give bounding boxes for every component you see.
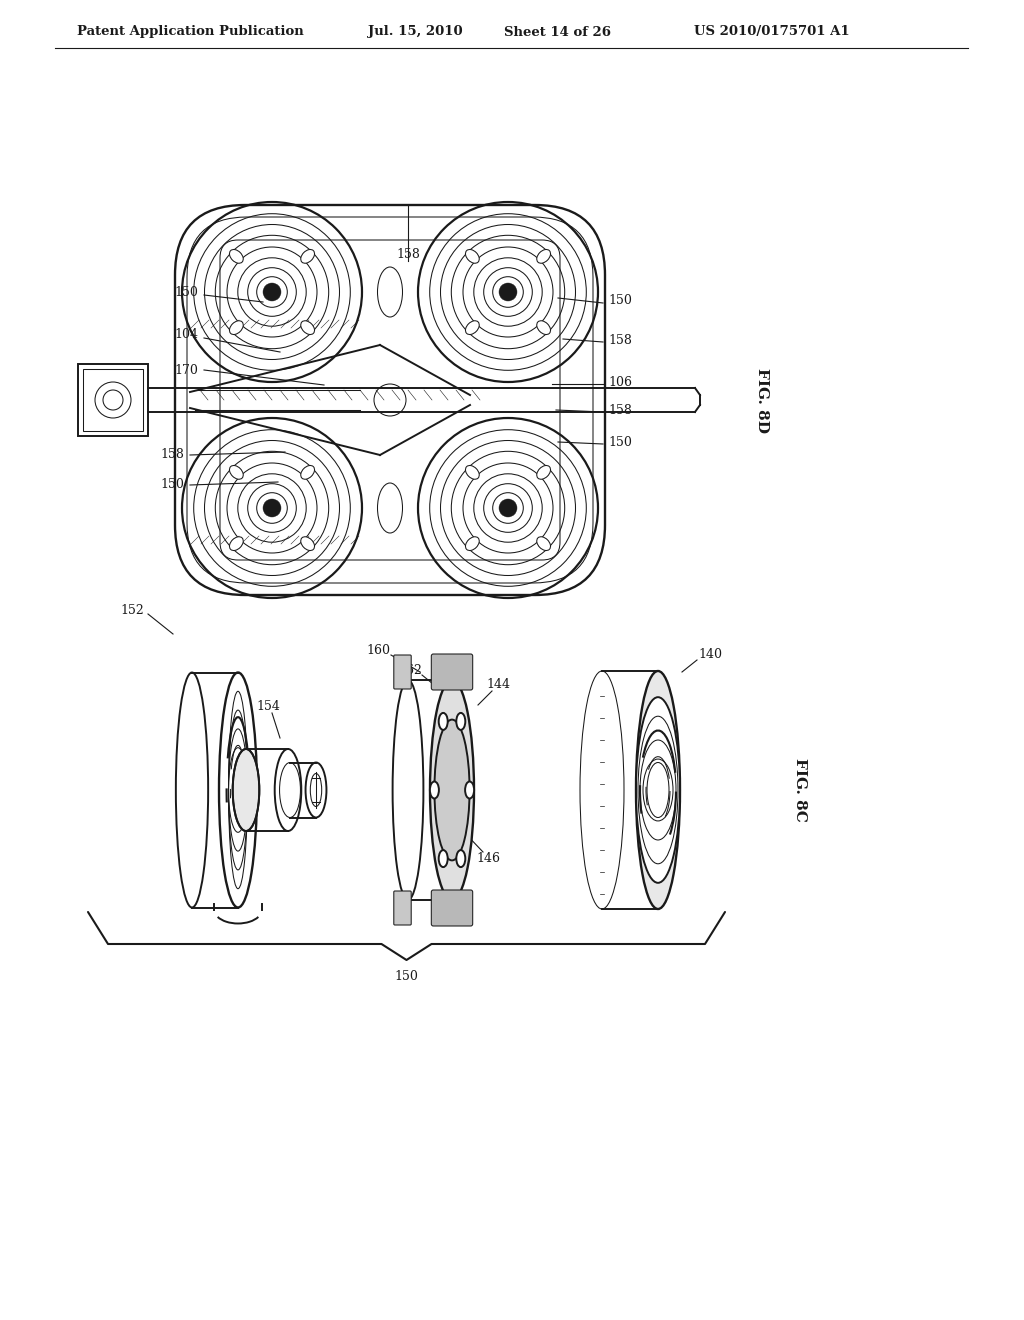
Ellipse shape bbox=[434, 719, 470, 861]
Ellipse shape bbox=[457, 713, 465, 730]
Circle shape bbox=[263, 282, 281, 301]
Ellipse shape bbox=[636, 697, 680, 883]
Text: 158: 158 bbox=[608, 404, 632, 417]
Ellipse shape bbox=[229, 466, 244, 479]
Ellipse shape bbox=[636, 671, 680, 909]
Bar bbox=[83, 370, 143, 432]
Text: Patent Application Publication: Patent Application Publication bbox=[77, 25, 303, 38]
Text: US 2010/0175701 A1: US 2010/0175701 A1 bbox=[694, 25, 850, 38]
Text: 106: 106 bbox=[608, 375, 632, 388]
Ellipse shape bbox=[301, 249, 314, 263]
Bar bbox=[78, 364, 148, 436]
Ellipse shape bbox=[537, 249, 551, 263]
Text: 152: 152 bbox=[120, 603, 144, 616]
Text: 162: 162 bbox=[398, 664, 422, 676]
Text: 104: 104 bbox=[174, 329, 198, 342]
Text: 170: 170 bbox=[174, 363, 198, 376]
FancyBboxPatch shape bbox=[431, 890, 473, 927]
Ellipse shape bbox=[229, 537, 244, 550]
Text: 158: 158 bbox=[608, 334, 632, 346]
Text: 150: 150 bbox=[174, 285, 198, 298]
Ellipse shape bbox=[229, 249, 244, 263]
FancyBboxPatch shape bbox=[431, 653, 473, 690]
Text: Jul. 15, 2010: Jul. 15, 2010 bbox=[368, 25, 462, 38]
Ellipse shape bbox=[465, 781, 474, 799]
Text: 158: 158 bbox=[160, 449, 184, 462]
FancyBboxPatch shape bbox=[394, 655, 412, 689]
Text: 144: 144 bbox=[486, 678, 510, 692]
Text: FIG. 8C: FIG. 8C bbox=[793, 758, 807, 822]
Ellipse shape bbox=[430, 680, 474, 900]
FancyBboxPatch shape bbox=[394, 891, 412, 925]
Ellipse shape bbox=[430, 781, 439, 799]
Ellipse shape bbox=[466, 466, 479, 479]
Ellipse shape bbox=[466, 321, 479, 334]
Text: FIG. 8D: FIG. 8D bbox=[755, 367, 769, 433]
Text: 160: 160 bbox=[366, 644, 390, 656]
Text: 146: 146 bbox=[476, 851, 500, 865]
Text: 150: 150 bbox=[608, 436, 632, 449]
Ellipse shape bbox=[438, 850, 447, 867]
Ellipse shape bbox=[457, 850, 465, 867]
Ellipse shape bbox=[301, 466, 314, 479]
Ellipse shape bbox=[537, 321, 551, 334]
Ellipse shape bbox=[301, 537, 314, 550]
Ellipse shape bbox=[466, 537, 479, 550]
Ellipse shape bbox=[438, 713, 447, 730]
Ellipse shape bbox=[537, 537, 551, 550]
Text: 154: 154 bbox=[256, 701, 280, 714]
Circle shape bbox=[499, 282, 517, 301]
Ellipse shape bbox=[537, 466, 551, 479]
Text: 140: 140 bbox=[698, 648, 722, 661]
Text: 158: 158 bbox=[396, 248, 420, 261]
Ellipse shape bbox=[229, 321, 244, 334]
Circle shape bbox=[263, 499, 281, 517]
Circle shape bbox=[499, 499, 517, 517]
Text: Sheet 14 of 26: Sheet 14 of 26 bbox=[505, 25, 611, 38]
Text: 150: 150 bbox=[608, 293, 632, 306]
Text: 150: 150 bbox=[160, 479, 184, 491]
Text: 150: 150 bbox=[394, 969, 419, 982]
Ellipse shape bbox=[232, 748, 259, 832]
Ellipse shape bbox=[466, 249, 479, 263]
Ellipse shape bbox=[301, 321, 314, 334]
